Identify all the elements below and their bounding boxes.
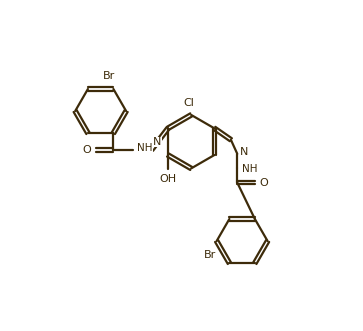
- Text: Cl: Cl: [183, 98, 194, 108]
- Text: NH: NH: [242, 164, 257, 174]
- Text: Br: Br: [204, 250, 217, 260]
- Text: Br: Br: [103, 71, 115, 81]
- Text: N: N: [240, 148, 249, 158]
- Text: N: N: [153, 137, 162, 147]
- Text: NH: NH: [137, 143, 152, 154]
- Text: O: O: [260, 177, 268, 188]
- Text: OH: OH: [159, 174, 176, 184]
- Text: O: O: [82, 145, 91, 155]
